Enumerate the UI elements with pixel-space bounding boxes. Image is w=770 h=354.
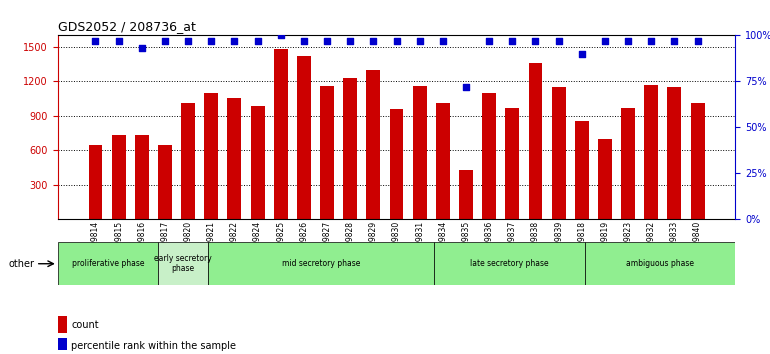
Bar xyxy=(112,136,126,219)
Point xyxy=(529,38,541,44)
Bar xyxy=(320,86,334,219)
FancyBboxPatch shape xyxy=(434,242,584,285)
Point xyxy=(599,38,611,44)
Bar xyxy=(251,105,265,219)
Point xyxy=(483,38,495,44)
Point xyxy=(460,84,472,90)
Text: early secretory
phase: early secretory phase xyxy=(154,254,212,273)
Point xyxy=(205,38,217,44)
Point xyxy=(390,38,403,44)
Point xyxy=(298,38,310,44)
Bar xyxy=(297,56,311,219)
Point xyxy=(553,38,565,44)
Text: GDS2052 / 208736_at: GDS2052 / 208736_at xyxy=(58,20,196,33)
Bar xyxy=(181,103,195,219)
Point xyxy=(136,45,148,51)
Bar xyxy=(390,109,403,219)
Bar xyxy=(668,87,681,219)
Text: ambiguous phase: ambiguous phase xyxy=(626,259,694,268)
FancyBboxPatch shape xyxy=(209,242,434,285)
Point xyxy=(622,38,634,44)
Bar xyxy=(158,145,172,219)
Text: other: other xyxy=(8,259,35,269)
Bar xyxy=(135,136,149,219)
FancyBboxPatch shape xyxy=(58,242,158,285)
Point xyxy=(668,38,681,44)
Point xyxy=(506,38,518,44)
Bar xyxy=(89,145,102,219)
Text: count: count xyxy=(71,320,99,330)
Bar xyxy=(204,93,218,219)
Bar xyxy=(343,78,357,219)
Bar xyxy=(552,87,566,219)
Text: mid secretory phase: mid secretory phase xyxy=(282,259,360,268)
Bar xyxy=(621,108,635,219)
Bar xyxy=(58,338,68,354)
Bar xyxy=(505,108,519,219)
Point xyxy=(437,38,449,44)
FancyBboxPatch shape xyxy=(158,242,209,285)
Bar xyxy=(528,63,542,219)
Point xyxy=(159,38,171,44)
Point xyxy=(275,33,287,38)
Bar xyxy=(575,121,589,219)
Point xyxy=(252,38,264,44)
Point xyxy=(182,38,194,44)
Bar xyxy=(274,49,288,219)
FancyBboxPatch shape xyxy=(584,242,735,285)
Text: percentile rank within the sample: percentile rank within the sample xyxy=(71,341,236,351)
Point xyxy=(112,38,125,44)
Text: late secretory phase: late secretory phase xyxy=(470,259,549,268)
Bar xyxy=(413,86,427,219)
Bar xyxy=(227,97,241,219)
Bar xyxy=(367,70,380,219)
Bar xyxy=(459,170,473,219)
Bar xyxy=(482,93,496,219)
Point xyxy=(645,38,658,44)
Bar xyxy=(436,103,450,219)
Point xyxy=(228,38,240,44)
Point xyxy=(576,51,588,57)
Point xyxy=(413,38,426,44)
Bar xyxy=(691,103,705,219)
Point xyxy=(89,38,102,44)
Point xyxy=(344,38,357,44)
Point xyxy=(691,38,704,44)
Bar xyxy=(644,85,658,219)
Point xyxy=(321,38,333,44)
Bar xyxy=(598,139,612,219)
Bar xyxy=(58,316,68,333)
Point xyxy=(367,38,380,44)
Text: proliferative phase: proliferative phase xyxy=(72,259,144,268)
